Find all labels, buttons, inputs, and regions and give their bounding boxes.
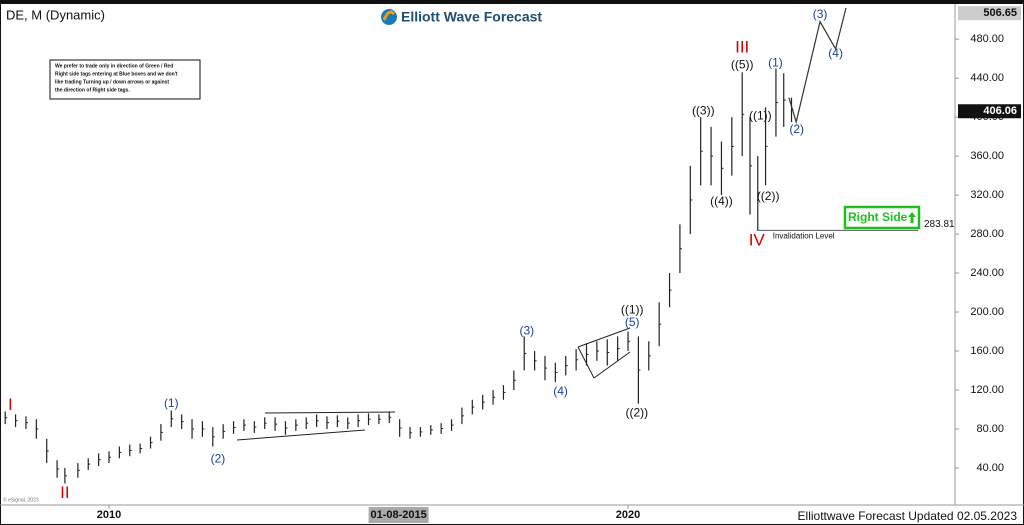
note-line: We prefer to trade only in direction of …	[55, 63, 173, 69]
triangle-line	[593, 351, 631, 379]
y-tick-label: 280.00	[970, 228, 1004, 240]
patterns	[236, 327, 631, 441]
tag-box	[843, 205, 921, 230]
wave-label: (4)	[828, 46, 843, 60]
triangle-line	[236, 429, 366, 441]
projection-path	[788, 7, 847, 125]
wave-label: ((1))	[749, 108, 772, 122]
note-box	[49, 59, 201, 100]
top-frame	[0, 0, 1024, 4]
y-tick-label: 440.00	[970, 72, 1004, 84]
brand-text: Elliott Wave Forecast	[401, 9, 542, 25]
wave-label: II	[60, 483, 69, 502]
triangle-line	[264, 411, 396, 414]
y-tick-label: 360.00	[970, 150, 1004, 162]
wave-label: (2)	[789, 122, 804, 136]
wave-label: ((4))	[710, 194, 733, 208]
cursor-box	[368, 507, 429, 523]
invalidation-value: 283.81	[924, 219, 955, 230]
wave-label: ((5))	[731, 58, 754, 72]
wave-label: (1)	[164, 396, 179, 410]
price-label: 406.06	[983, 105, 1017, 117]
y-tick-label: 80.00	[976, 423, 1004, 435]
wave-label: ((1))	[621, 302, 644, 316]
wave-label: I	[8, 395, 13, 414]
wave-label: (4)	[553, 384, 568, 398]
tag-text: Right Side	[848, 210, 908, 224]
wave-label: IV	[749, 230, 766, 249]
invalidation-label: Invalidation Level	[773, 231, 835, 240]
wave-label: (3)	[813, 7, 828, 21]
wave-label: (3)	[519, 324, 534, 338]
x-tick-label: 2010	[97, 509, 121, 521]
price-label: 506.65	[983, 7, 1017, 19]
price-label-box	[958, 104, 1021, 119]
y-tick-label: 120.00	[970, 384, 1004, 396]
footer: Elliottwave Forecast Updated 02.05.2023	[798, 509, 1018, 523]
note-line: Right side tags entering at Blue boxes a…	[55, 71, 178, 77]
wave-label: ((3))	[692, 103, 715, 117]
wave-label: (2)	[211, 451, 226, 465]
symbol-title: DE, M (Dynamic)	[6, 7, 105, 22]
copyright: © eSignal, 2023	[3, 496, 39, 503]
y-tick-label: 40.00	[976, 462, 1004, 474]
wave-label: (5)	[625, 315, 640, 329]
logo-swoosh	[382, 10, 396, 21]
wave-label: (1)	[768, 56, 783, 70]
y-tick-label: 320.00	[970, 189, 1004, 201]
x-tick-label: 2020	[616, 509, 640, 521]
note-line: the direction of Right side tags.	[55, 87, 130, 93]
y-tick-label: 240.00	[970, 267, 1004, 279]
tag-arrow	[908, 212, 916, 223]
right-side-tag: Right Side	[843, 205, 921, 230]
y-tick-label: 200.00	[970, 306, 1004, 318]
y-tick-label: 480.00	[970, 33, 1004, 45]
wave-label: ((2))	[626, 406, 649, 420]
wave-label: ((2))	[757, 189, 780, 203]
price-label-box	[958, 6, 1021, 21]
brand-logo: Elliott Wave Forecast	[381, 9, 542, 25]
y-tick-label: 160.00	[970, 345, 1004, 357]
cursor-label: 01-08-2015	[370, 509, 426, 521]
note-line: like trading Turning up / down arrows or…	[55, 79, 169, 85]
wave-label: III	[735, 37, 749, 56]
note: We prefer to trade only in direction of …	[55, 63, 178, 93]
